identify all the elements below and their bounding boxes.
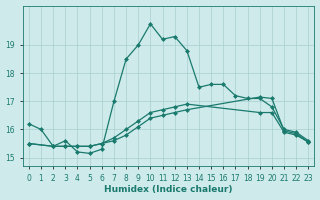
- X-axis label: Humidex (Indice chaleur): Humidex (Indice chaleur): [104, 185, 233, 194]
